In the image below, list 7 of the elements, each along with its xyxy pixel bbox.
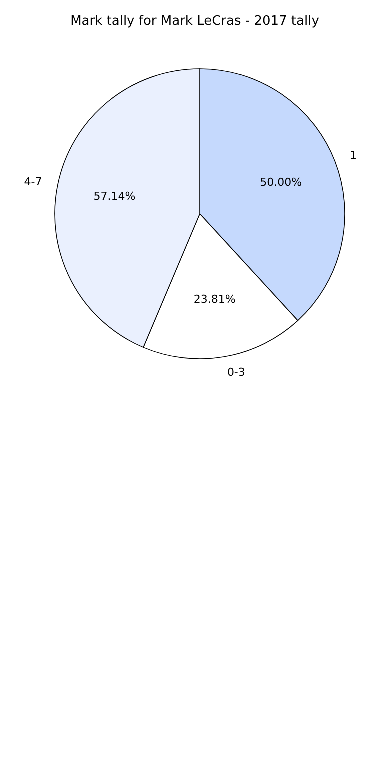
chart-title: Mark tally for Mark LeCras - 2017 tally [70,14,320,29]
slice-label: 4-7 [24,176,42,189]
slice-label: 0-3 [227,366,246,380]
data-label: 50.00% [260,176,302,189]
slice-label: 1 [350,149,358,162]
data-label: 23.81% [194,293,236,306]
data-label: 57.14% [94,190,136,204]
